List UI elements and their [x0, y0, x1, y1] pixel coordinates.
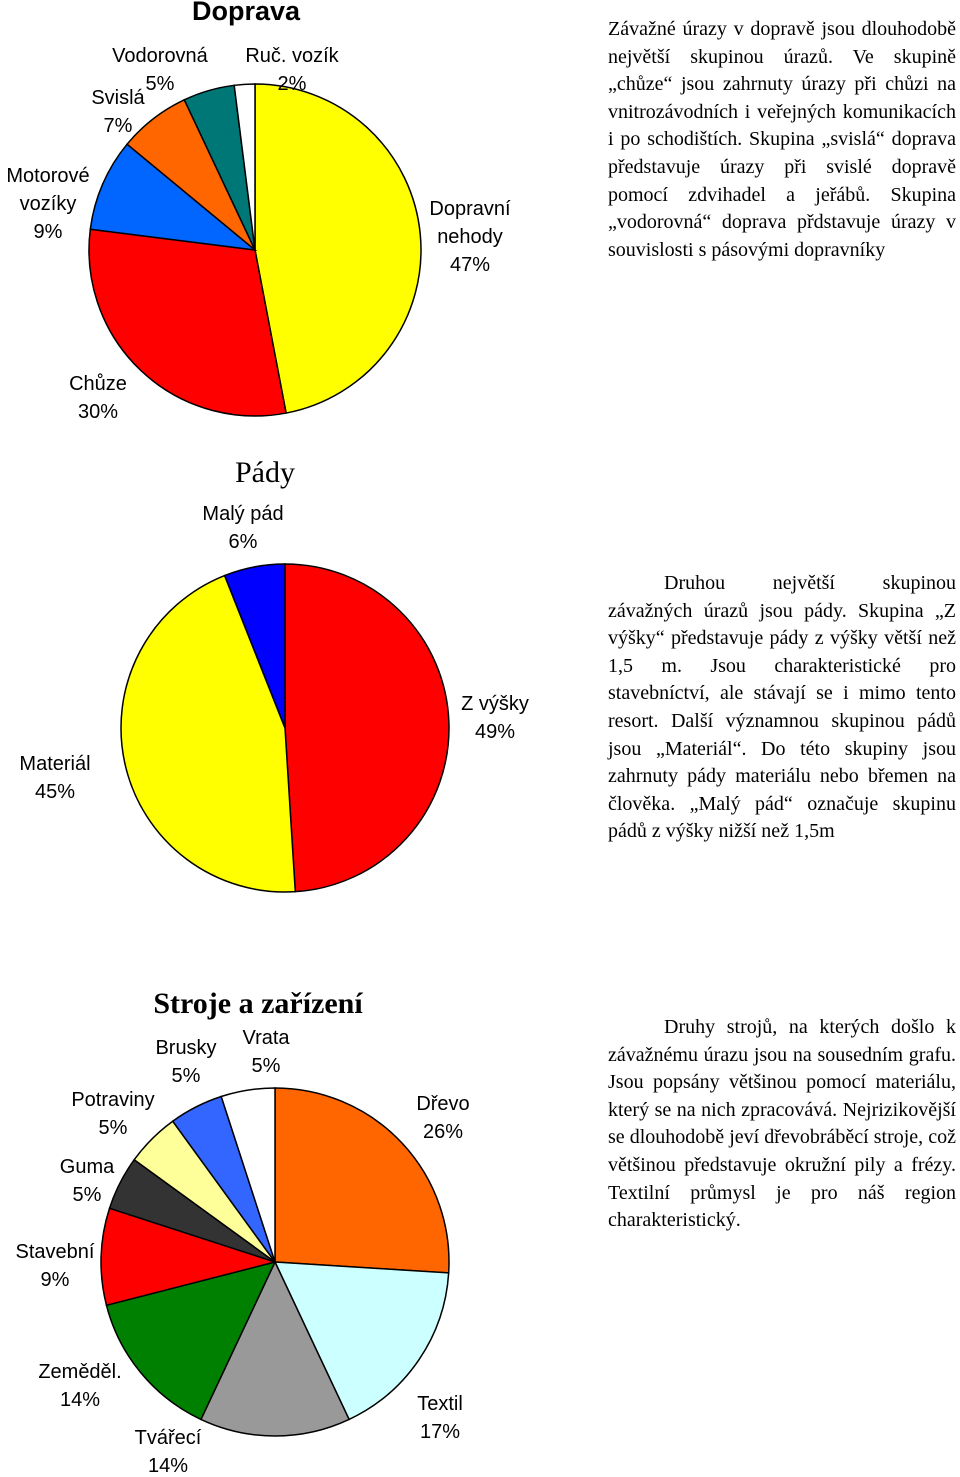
category-label: Potraviny — [71, 1089, 155, 1111]
category-label: Dřevo — [416, 1093, 470, 1115]
slice-label: Tvářecí 14% — [123, 1424, 213, 1477]
slice-label: Potraviny 5% — [53, 1086, 173, 1142]
pie-slice — [284, 563, 450, 893]
slice-label: Brusky 5% — [141, 1034, 231, 1090]
category-label: Z výšky — [461, 693, 529, 715]
value-label: 49% — [474, 721, 516, 743]
pie-slice — [89, 143, 258, 252]
paragraph: Závažné úrazy v dopravě jsou dlouhodobě … — [608, 18, 956, 261]
pie-slice — [233, 83, 256, 251]
slice-label: Chůze 30% — [48, 370, 148, 426]
slice-label: Dřevo 26% — [398, 1090, 488, 1146]
slice-label: Malý pád 6% — [183, 500, 303, 556]
pie-slice — [100, 1207, 278, 1307]
category-label: Zeměděl. — [38, 1361, 122, 1383]
category-label: Guma — [59, 1156, 115, 1178]
value-label: 30% — [77, 401, 119, 423]
slice-label: Ruč. vozík 2% — [237, 42, 347, 98]
pie-slice — [273, 1261, 450, 1421]
slice-label: Materiál 45% — [0, 750, 110, 806]
value-label: 9% — [40, 1269, 70, 1291]
value-label: 45% — [34, 781, 76, 803]
pie-slice — [120, 574, 297, 893]
value-label: 26% — [422, 1121, 464, 1143]
slice-label: Dopravní nehody 47% — [415, 195, 525, 279]
pie-slice — [199, 1260, 351, 1437]
category-label: Vrata — [242, 1027, 290, 1049]
value-label: 6% — [228, 531, 258, 553]
slice-label: Svislá 7% — [78, 84, 158, 140]
value-label: 2% — [277, 73, 307, 95]
category-label: Dopravní nehody — [429, 198, 511, 248]
category-label: Svislá — [91, 87, 145, 109]
pie-slice — [274, 1087, 450, 1274]
category-label: Materiál — [19, 753, 91, 775]
slice-label: Vrata 5% — [221, 1024, 311, 1080]
pie-slice — [88, 228, 287, 417]
category-label: Chůze — [69, 373, 127, 395]
pie-slice — [254, 83, 422, 414]
slice-label: Guma 5% — [42, 1153, 132, 1209]
slice-label: Motorové vozíky 9% — [0, 162, 103, 246]
category-label: Stavební — [15, 1241, 95, 1263]
category-label: Vodorovná — [112, 45, 208, 67]
category-label: Tvářecí — [134, 1427, 202, 1449]
value-label: 5% — [145, 73, 175, 95]
category-label: Motorové vozíky — [6, 165, 90, 215]
value-label: 14% — [147, 1455, 189, 1477]
value-label: 47% — [449, 254, 491, 276]
pie-slice — [223, 563, 286, 729]
value-label: 5% — [251, 1055, 281, 1077]
value-label: 5% — [171, 1065, 201, 1087]
value-label: 17% — [419, 1421, 461, 1443]
value-label: 9% — [33, 221, 63, 243]
slice-label: Stavební 9% — [0, 1238, 110, 1294]
slice-label: Vodorovná 5% — [100, 42, 220, 98]
chart-title: Stroje a zařízení — [153, 987, 363, 1020]
slice-label: Zeměděl. 14% — [25, 1358, 135, 1414]
category-label: Brusky — [155, 1037, 217, 1059]
value-label: 14% — [59, 1389, 101, 1411]
value-label: 5% — [98, 1117, 128, 1139]
paragraph: Druhou největší skupinou závažných úrazů… — [608, 572, 956, 843]
slice-label: Z výšky 49% — [440, 690, 550, 746]
category-label: Ruč. vozík — [245, 45, 339, 67]
pie-slice — [220, 1087, 276, 1263]
category-label: Textil — [417, 1393, 463, 1415]
value-label: 5% — [72, 1184, 102, 1206]
slice-label: Textil 17% — [395, 1390, 485, 1446]
paragraph: Druhy strojů, na kterých došlo k závažné… — [608, 1016, 956, 1232]
chart-title: Pády — [235, 456, 295, 489]
value-label: 7% — [103, 115, 133, 137]
chart-title: Doprava — [191, 0, 301, 26]
pie-slice — [105, 1260, 277, 1421]
category-label: Malý pád — [202, 503, 284, 525]
